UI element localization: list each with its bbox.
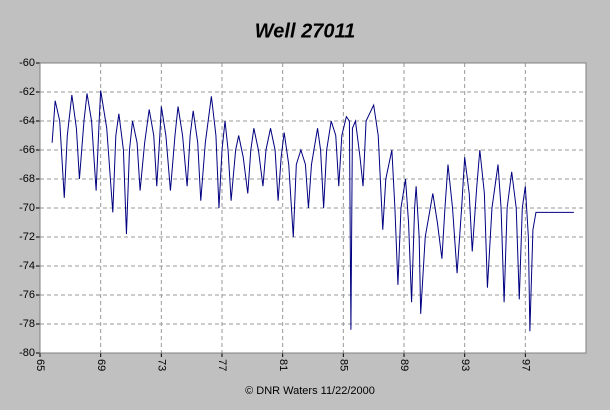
y-tick-label: -78	[19, 318, 35, 330]
y-tick-label: -80	[19, 347, 35, 359]
data-line	[51, 90, 574, 332]
y-tick-label: -72	[19, 231, 35, 243]
x-tick-label: 73	[155, 359, 167, 371]
y-tick-label: -64	[19, 115, 35, 127]
footer: © DNR Waters 11/22/2000	[245, 385, 375, 397]
x-tick-label: 81	[277, 359, 289, 371]
y-tick-label: -68	[19, 173, 35, 185]
x-tick-label: 89	[398, 359, 410, 371]
y-tick-label: -66	[19, 144, 35, 156]
x-tick-label: 77	[216, 359, 228, 371]
y-tick-label: -62	[19, 86, 35, 98]
y-tick-label: -74	[19, 260, 35, 272]
x-tick-label: 69	[95, 359, 107, 371]
chart-title: Well 27011	[255, 20, 355, 42]
plot-border	[39, 62, 587, 354]
y-tick-label: -60	[19, 57, 35, 69]
y-tick-label: -70	[19, 202, 35, 214]
x-tick-label: 97	[519, 359, 531, 371]
x-tick-label: 93	[459, 359, 471, 371]
x-tick-label: 85	[337, 359, 349, 371]
y-tick-label: -76	[19, 289, 35, 301]
x-tick-label: 65	[34, 359, 46, 371]
